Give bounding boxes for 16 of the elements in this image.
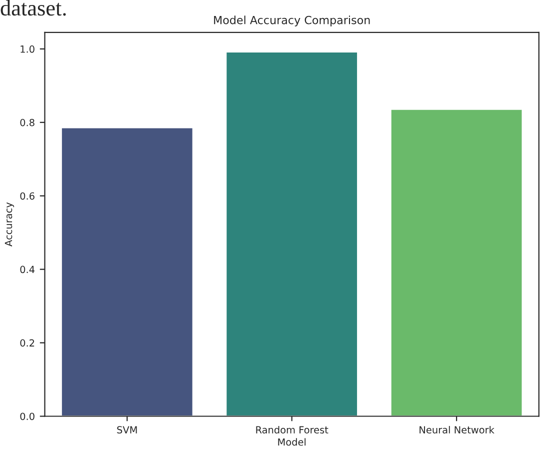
y-axis-title: Accuracy [4, 202, 14, 246]
text: dataset. [0, 0, 66, 16]
bar [225, 51, 358, 416]
y-tick-label: 0.0 [20, 412, 34, 420]
bar [390, 108, 524, 416]
x-tick-label: Random Forest [256, 426, 328, 434]
y-tick-label: 0.6 [20, 192, 34, 200]
x-axis-title: Model [278, 438, 306, 446]
x-tick-label: Neural Network [420, 426, 494, 434]
x-tick-label: SVM [117, 426, 137, 434]
bar [60, 126, 194, 416]
y-tick-label: 0.4 [20, 266, 35, 274]
chart-title: Model Accuracy Comparison [214, 16, 370, 26]
y-tick-label: 1.0 [20, 45, 34, 53]
y-tick-label: 0.8 [20, 118, 34, 126]
y-tick-label: 0.2 [20, 339, 34, 347]
